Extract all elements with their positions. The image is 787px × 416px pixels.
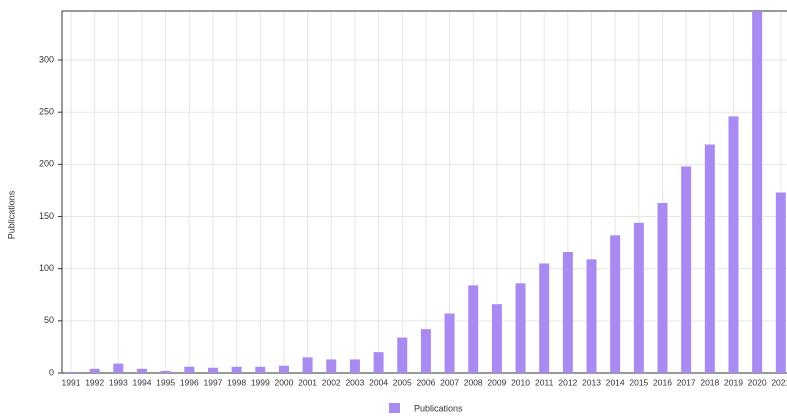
legend-label: Publications xyxy=(414,403,463,413)
x-tick-label: 1994 xyxy=(133,377,152,387)
x-tick-label: 1993 xyxy=(109,377,128,387)
bar xyxy=(775,192,786,373)
x-tick-label: 2016 xyxy=(653,377,672,387)
bar xyxy=(491,304,502,373)
x-tick-label: 1995 xyxy=(156,377,175,387)
bar xyxy=(468,285,479,373)
bar xyxy=(610,235,621,373)
x-tick-label: 2020 xyxy=(748,377,767,387)
x-tick-label: 2010 xyxy=(511,377,530,387)
bar xyxy=(444,313,455,373)
y-tick-label: 300 xyxy=(39,54,54,64)
x-tick-label: 2006 xyxy=(416,377,435,387)
x-tick-label: 1996 xyxy=(180,377,199,387)
y-tick-label: 0 xyxy=(49,367,54,377)
bar xyxy=(539,263,550,373)
x-tick-label: 1992 xyxy=(85,377,104,387)
x-tick-label: 2001 xyxy=(298,377,317,387)
x-tick-label: 2011 xyxy=(535,377,554,387)
x-tick-label: 2014 xyxy=(606,377,625,387)
bar xyxy=(397,337,408,373)
y-tick-label: 250 xyxy=(39,107,54,117)
bar xyxy=(113,363,124,373)
x-tick-label: 1998 xyxy=(227,377,246,387)
bar xyxy=(704,144,715,373)
bar xyxy=(349,359,360,373)
bar xyxy=(657,202,668,373)
bar xyxy=(515,283,526,373)
y-tick-label: 200 xyxy=(39,159,54,169)
bar xyxy=(66,371,76,373)
x-tick-label: 2019 xyxy=(724,377,743,387)
bar xyxy=(373,352,384,373)
bar xyxy=(420,329,431,373)
bar xyxy=(136,368,147,373)
bar xyxy=(184,366,195,373)
x-tick-label: 2015 xyxy=(629,377,648,387)
x-tick-label: 2007 xyxy=(440,377,459,387)
x-tick-label: 1997 xyxy=(203,377,222,387)
x-tick-label: 2018 xyxy=(700,377,719,387)
legend-swatch xyxy=(389,403,400,413)
bar xyxy=(302,357,313,373)
bar xyxy=(633,222,644,373)
bar xyxy=(278,365,289,373)
x-tick-label: 1999 xyxy=(251,377,270,387)
x-tick-label: 2000 xyxy=(274,377,293,387)
x-tick-label: 2009 xyxy=(487,377,506,387)
bar xyxy=(586,259,597,373)
bar xyxy=(681,166,692,373)
y-tick-label: 50 xyxy=(44,315,54,325)
x-tick-label: 2004 xyxy=(369,377,388,387)
bar xyxy=(160,370,171,373)
x-tick-label: 2008 xyxy=(464,377,483,387)
bar xyxy=(326,359,337,373)
x-tick-label: 2021 xyxy=(771,377,787,387)
x-tick-label: 2012 xyxy=(558,377,577,387)
bar xyxy=(207,367,218,373)
x-tick-label: 1991 xyxy=(62,377,81,387)
bar xyxy=(231,366,242,373)
x-tick-label: 2003 xyxy=(345,377,364,387)
bar xyxy=(562,251,573,373)
bar xyxy=(752,11,763,373)
y-axis-label: Publications xyxy=(6,190,16,239)
y-tick-label: 150 xyxy=(39,211,54,221)
bar xyxy=(89,368,100,373)
x-tick-label: 2013 xyxy=(582,377,601,387)
bar xyxy=(728,116,739,373)
x-tick-label: 2005 xyxy=(393,377,412,387)
bar xyxy=(255,366,266,373)
x-tick-label: 2002 xyxy=(322,377,341,387)
x-tick-label: 2017 xyxy=(677,377,696,387)
y-tick-label: 100 xyxy=(39,263,54,273)
